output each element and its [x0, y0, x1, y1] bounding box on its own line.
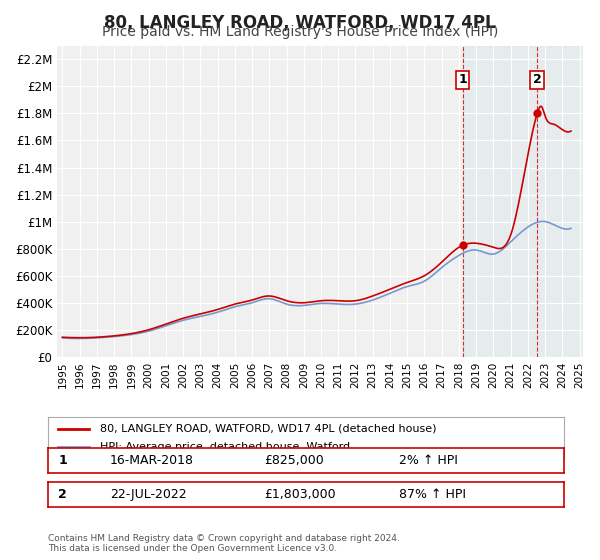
- Text: Price paid vs. HM Land Registry's House Price Index (HPI): Price paid vs. HM Land Registry's House …: [102, 25, 498, 39]
- Text: Contains HM Land Registry data © Crown copyright and database right 2024.
This d: Contains HM Land Registry data © Crown c…: [48, 534, 400, 553]
- Text: 2% ↑ HPI: 2% ↑ HPI: [399, 454, 458, 467]
- Text: 2: 2: [533, 73, 542, 86]
- Text: 1: 1: [458, 73, 467, 86]
- Text: 1: 1: [58, 454, 67, 467]
- Text: 22-JUL-2022: 22-JUL-2022: [110, 488, 187, 501]
- Text: 80, LANGLEY ROAD, WATFORD, WD17 4PL: 80, LANGLEY ROAD, WATFORD, WD17 4PL: [104, 14, 496, 32]
- Text: £1,803,000: £1,803,000: [265, 488, 337, 501]
- Text: 87% ↑ HPI: 87% ↑ HPI: [399, 488, 466, 501]
- Text: HPI: Average price, detached house, Watford: HPI: Average price, detached house, Watf…: [100, 442, 350, 452]
- Text: 2: 2: [58, 488, 67, 501]
- Bar: [463, 46, 583, 357]
- Text: 16-MAR-2018: 16-MAR-2018: [110, 454, 194, 467]
- Text: 80, LANGLEY ROAD, WATFORD, WD17 4PL (detached house): 80, LANGLEY ROAD, WATFORD, WD17 4PL (det…: [100, 424, 436, 434]
- Text: £825,000: £825,000: [265, 454, 325, 467]
